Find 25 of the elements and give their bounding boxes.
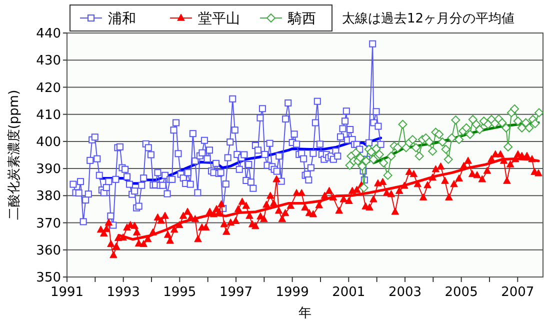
y-tick-label: 370 [36, 216, 61, 232]
x-tick-label: 2005 [444, 285, 478, 300]
x-tick-label: 1991 [50, 285, 84, 300]
y-tick-label: 360 [36, 243, 61, 258]
y-tick-label: 430 [36, 54, 61, 69]
y-tick-label: 390 [36, 162, 61, 178]
text: 太線は過去12ヶ月分の平均値 [342, 12, 515, 27]
y-tick-label: 410 [36, 108, 61, 123]
x-tick-label: 1997 [219, 285, 253, 300]
x-tick-label: 2007 [501, 285, 534, 300]
x-tick-label: 1995 [163, 285, 196, 300]
y-tick-label: 380 [36, 189, 61, 204]
x-tick-label: 2003 [388, 285, 422, 300]
legend-label: 堂平山 [198, 10, 240, 27]
y-tick-label: 350 [36, 270, 61, 286]
y-tick-label: 420 [36, 80, 61, 96]
legend-label: 浦和 [108, 10, 136, 27]
x-tick-label: 2001 [332, 285, 366, 300]
y-tick-label: 440 [36, 26, 61, 42]
legend-label: 騎西 [287, 10, 316, 27]
y-axis-title: 二酸化炭素濃度(ppm) [6, 90, 22, 220]
x-axis-title: 年 [298, 306, 312, 321]
x-tick-label: 1993 [106, 285, 140, 300]
x-tick-label: 1999 [276, 285, 309, 300]
y-tick-label: 400 [36, 134, 61, 150]
